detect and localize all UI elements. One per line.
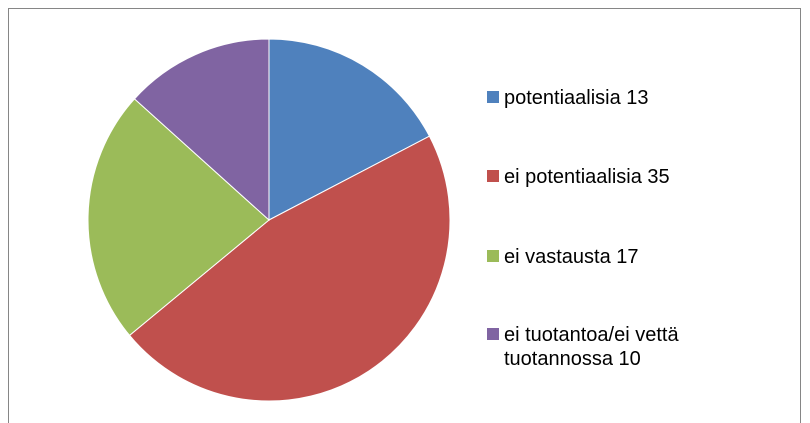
legend-label: ei tuotantoa/ei vettä tuotannossa 10 [504, 324, 679, 370]
pie-slice [268, 38, 431, 221]
chart-border [8, 8, 801, 423]
legend-item: potentiaalisia 13 [487, 86, 734, 110]
pie-slice [133, 38, 270, 222]
legend-label: potentiaalisia 13 [504, 87, 649, 109]
legend-swatch [487, 91, 499, 103]
legend-label: ei vastausta 17 [504, 246, 639, 268]
legend-label: ei potentiaalisia 35 [504, 166, 670, 188]
legend-item: ei vastausta 17 [487, 245, 734, 269]
legend-swatch [487, 170, 499, 182]
legend-item: ei potentiaalisia 35 [487, 165, 734, 189]
legend-swatch [487, 250, 499, 262]
legend-swatch [487, 328, 499, 340]
legend-item: ei tuotantoa/ei vettä tuotannossa 10 [487, 323, 734, 371]
pie-slice [87, 98, 270, 337]
pie-slice [128, 135, 451, 402]
